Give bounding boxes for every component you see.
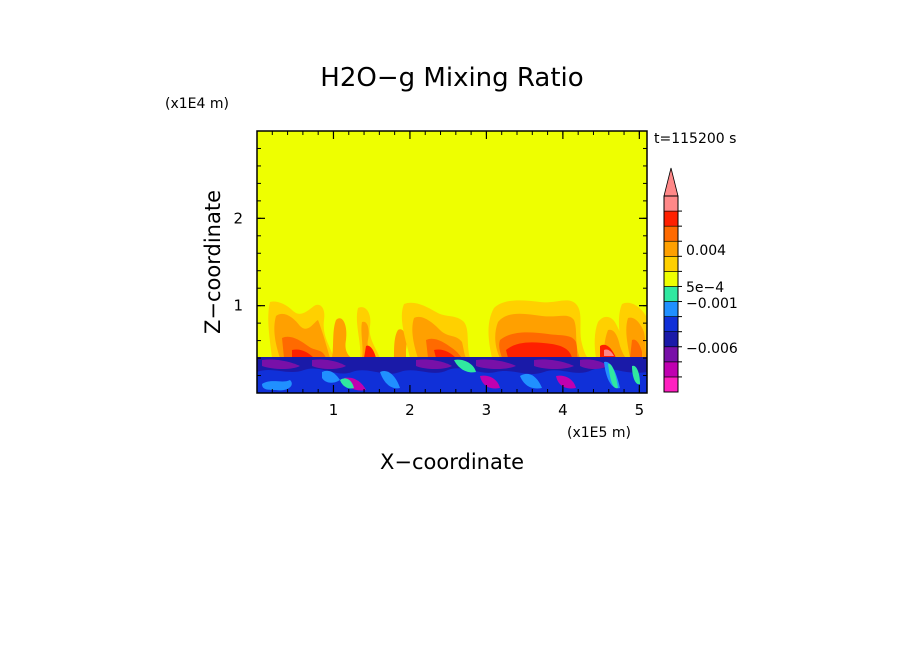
colorbar-label: 5e−4 — [686, 280, 724, 296]
moist-plume-5 — [594, 302, 647, 358]
colorbar-level — [663, 331, 679, 348]
colorbar-level — [663, 240, 679, 257]
colorbar-level — [663, 225, 679, 242]
moist-plume-1 — [268, 301, 334, 358]
colorbar-level — [663, 195, 679, 212]
colorbar-level — [663, 361, 679, 378]
x-tick-label: 1 — [329, 401, 339, 419]
x-tick-label: 4 — [558, 401, 568, 419]
y-axis-label: Z−coordinate — [201, 190, 225, 334]
chart-title: H2O−g Mixing Ratio — [320, 63, 583, 93]
x-tick-label: 2 — [405, 401, 415, 419]
colorbar-top-extension — [663, 167, 679, 197]
colorbar-level — [663, 256, 679, 272]
colorbar-frame — [663, 195, 679, 393]
x-tick-label: 5 — [635, 401, 645, 419]
y-tick-label: 1 — [233, 297, 243, 315]
contour-field — [257, 131, 647, 393]
boundary-layer — [257, 357, 647, 393]
plot-frame — [256, 130, 648, 394]
y-multiplier-label: (x1E4 m) — [165, 96, 229, 112]
time-label: t=115200 s — [654, 131, 736, 147]
plot-axes: 1 2 3 4 5 1 2 — [233, 130, 648, 419]
moist-plume-4 — [488, 300, 588, 358]
colorbar-level — [663, 376, 679, 393]
x-multiplier-label: (x1E5 m) — [567, 425, 631, 441]
x-axis-label: X−coordinate — [380, 450, 524, 474]
colorbar-label: 0.004 — [686, 243, 726, 259]
moist-plume-3 — [401, 302, 470, 358]
colorbar-level — [663, 316, 679, 332]
colorbar-level — [663, 301, 679, 317]
colorbar-label: −0.006 — [686, 341, 738, 357]
colorbar-level — [663, 210, 679, 227]
colorbar-label: −0.001 — [686, 296, 738, 312]
moist-plume-2 — [332, 307, 407, 358]
x-tick-label: 3 — [482, 401, 492, 419]
colorbar-level — [663, 346, 679, 363]
colorbar-level — [663, 271, 679, 287]
colorbar-level — [663, 286, 679, 302]
y-tick-label: 2 — [233, 209, 243, 227]
